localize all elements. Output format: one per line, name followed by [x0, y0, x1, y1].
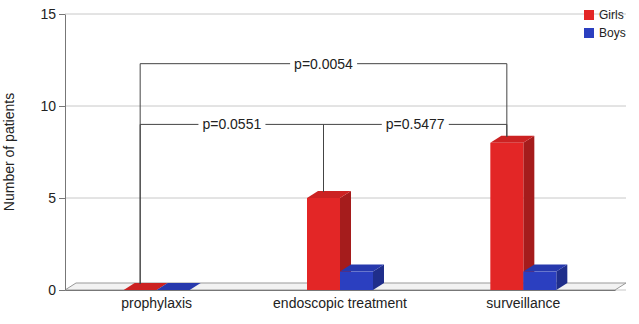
y-tick-mark	[59, 14, 65, 15]
legend-item: Boys	[584, 26, 626, 40]
chart: 0 5 10 15 prophylaxis endoscopic treatment sur…	[0, 0, 639, 324]
grid-line	[65, 106, 626, 107]
x-axis-line	[66, 290, 616, 291]
bar	[307, 198, 340, 290]
y-tick-label: 15	[40, 6, 56, 22]
legend-label: Boys	[599, 26, 626, 40]
x-tick-label: prophylaxis	[121, 295, 192, 311]
x-tick: endoscopic treatment	[273, 290, 407, 311]
y-axis-line	[65, 15, 66, 291]
bar-group	[157, 283, 201, 290]
x-tick: surveillance	[486, 290, 560, 311]
y-tick: 5	[48, 190, 65, 206]
legend: Girls Boys	[584, 8, 626, 40]
annotation-background	[198, 115, 265, 133]
grid-line	[65, 14, 626, 15]
annotation: p=0.0551	[202, 116, 261, 132]
y-tick-mark	[59, 198, 65, 199]
y-tick-mark	[59, 290, 65, 291]
legend-swatch	[584, 28, 594, 38]
bar-group	[340, 265, 384, 290]
bar-top	[490, 136, 534, 143]
grid	[65, 14, 626, 290]
bracket	[140, 64, 507, 284]
x-tick: prophylaxis	[121, 290, 192, 311]
y-tick: 15	[40, 6, 65, 22]
bar	[157, 290, 190, 291]
bar	[523, 272, 556, 290]
bar-group	[490, 136, 534, 290]
annotations: p=0.0054 p=0.0551 p=0.5477	[140, 55, 507, 284]
bar-group	[523, 265, 567, 290]
bar	[124, 290, 157, 291]
bar	[340, 272, 373, 290]
annotation: p=0.0054	[294, 56, 353, 72]
annotation-background	[382, 115, 449, 133]
y-axis: 0 5 10 15	[40, 6, 65, 298]
bracket	[324, 124, 507, 192]
bracket	[140, 124, 323, 284]
x-tick-label: endoscopic treatment	[273, 295, 407, 311]
y-axis-title: Number of patients	[1, 93, 17, 211]
annotation: p=0.5477	[386, 116, 445, 132]
bar-top	[307, 191, 351, 198]
bar-top	[157, 283, 201, 290]
y-tick: 0	[48, 282, 65, 298]
bars	[124, 136, 568, 290]
annotation-background	[290, 55, 357, 73]
legend-swatch	[584, 10, 594, 20]
legend-item: Girls	[584, 8, 624, 22]
legend-label: Girls	[599, 8, 624, 22]
x-axis: prophylaxis endoscopic treatment surveilla…	[66, 290, 616, 311]
x-tick-label: surveillance	[486, 295, 560, 311]
y-tick-mark	[59, 106, 65, 107]
y-tick-label: 5	[48, 190, 56, 206]
bar	[490, 143, 523, 290]
y-tick-label: 10	[40, 98, 56, 114]
y-tick-label: 0	[48, 282, 56, 298]
bar-top	[523, 265, 567, 272]
y-tick: 10	[40, 98, 65, 114]
bar-top	[340, 265, 384, 272]
